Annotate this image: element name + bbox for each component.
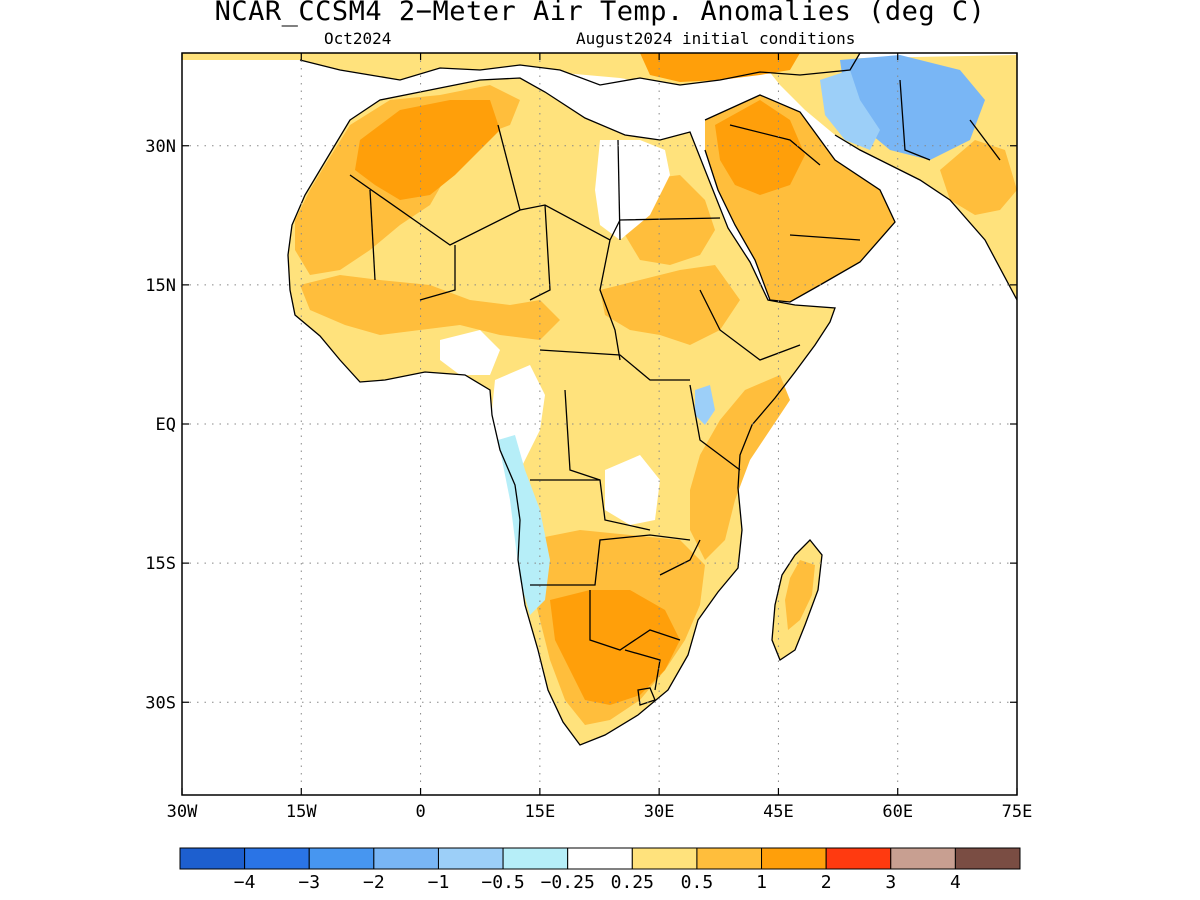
colorbar-label: 4: [950, 872, 961, 893]
anomaly-iran-orange: [940, 140, 1017, 215]
colorbar-label: −2: [363, 872, 385, 893]
border-line: [624, 649, 661, 691]
lat-tick-label: 15N: [145, 276, 176, 296]
border-line: [689, 384, 741, 471]
lon-tick-label: 30E: [644, 802, 675, 822]
initial-conditions-label: August2024 initial conditions: [576, 29, 856, 48]
border-line: [589, 590, 681, 651]
border-line: [419, 245, 456, 301]
colorbar-swatch: [244, 847, 310, 870]
border-line: [969, 119, 1001, 161]
colorbar-swatch: [954, 847, 1021, 870]
colorbar-label: 0.5: [681, 872, 714, 893]
colorbar-swatch: [179, 847, 246, 870]
anomaly-gulf-guinea-white: [440, 330, 500, 375]
anomaly-zambia-white: [605, 455, 660, 525]
lon-tick-label: 0: [415, 802, 425, 822]
colorbar-label: −0.5: [481, 872, 524, 893]
lat-tick-label: 15S: [145, 554, 176, 574]
anomaly-shading: [295, 53, 1017, 725]
anomaly-arabia-dark-orange: [715, 100, 805, 195]
anomaly-madagascar-orange: [785, 560, 815, 630]
anomaly-sudan-orange: [600, 265, 740, 345]
colorbar-swatch: [567, 847, 633, 870]
anomaly-lake-victoria-blue: [695, 385, 715, 425]
colorbar-label: 3: [885, 872, 896, 893]
lon-tick-label: 15W: [286, 802, 317, 822]
colorbar-swatch: [437, 847, 504, 870]
border-line: [530, 534, 691, 586]
anomaly-southern-africa-dark-orange: [550, 590, 680, 705]
colorbar-swatch: [308, 847, 375, 870]
lat-tick-label: EQ: [156, 415, 176, 435]
anomaly-iraq-light-blue: [820, 70, 880, 150]
border-line: [497, 124, 521, 211]
border-line: [617, 139, 621, 241]
colorbar-label: 1: [756, 872, 767, 893]
border-line: [529, 204, 551, 301]
lat-tick-label: 30N: [145, 137, 176, 157]
lon-tick-label: 60E: [882, 802, 913, 822]
border-line: [659, 539, 701, 576]
anomaly-libya-white: [595, 140, 670, 240]
colorbar-swatch: [761, 847, 827, 870]
colorbar-label: 2: [821, 872, 832, 893]
lon-tick-label: 45E: [763, 802, 794, 822]
border-line: [369, 189, 376, 281]
lon-tick-label: 30W: [167, 802, 198, 822]
colorbar-label: −4: [234, 872, 256, 893]
colorbar-label: −0.25: [541, 872, 595, 893]
colorbar-swatch: [696, 847, 763, 870]
border-line: [899, 79, 931, 161]
coastline-europe: [299, 53, 861, 86]
border-line: [599, 239, 621, 361]
border-line: [789, 234, 861, 241]
map-title: NCAR_CCSM4 2−Meter Air Temp. Anomalies (…: [214, 0, 986, 27]
coastline-arabia: [704, 94, 896, 303]
colorbar: −4 −3 −2 −1 −0.5 −0.25 0.25 0.5 1 2 3 4: [179, 847, 1021, 893]
lat-tick-label: 30S: [145, 693, 176, 713]
colorbar-label: −3: [298, 872, 320, 893]
lon-tick-label: 15E: [524, 802, 555, 822]
map-plot-area: [182, 53, 1017, 795]
cool-anomaly-shading: [440, 55, 985, 615]
lon-tick-label: 75E: [1002, 802, 1033, 822]
border-line: [539, 349, 690, 381]
country-borders: [287, 53, 1017, 746]
colorbar-swatch: [373, 847, 439, 870]
anomaly-mediterranean-white: [530, 70, 700, 135]
anomaly-sahara-dark-orange: [355, 100, 500, 200]
forecast-month-label: Oct2024: [324, 29, 392, 48]
border-line: [729, 124, 821, 166]
coastline-africa: [287, 77, 836, 746]
anomaly-east-africa-orange: [690, 375, 790, 560]
axis-ticks: 30W 15W 0 15E 30E 45E 60E 75E 30N 15N EQ 15S 30S: [145, 53, 1032, 822]
colorbar-swatch: [502, 847, 569, 870]
coastline-madagascar: [771, 539, 823, 661]
colorbar-label: −1: [428, 872, 450, 893]
colorbar-swatch: [631, 847, 698, 870]
coastline-persian-gulf: [834, 134, 1017, 301]
anomaly-angola-coast-blue: [498, 435, 550, 615]
colorbar-swatch: [890, 847, 956, 870]
anomaly-sahel-orange: [300, 275, 560, 340]
border-line: [699, 289, 801, 361]
anomaly-europe-orange: [640, 53, 800, 82]
colorbar-swatch: [825, 847, 892, 870]
border-line: [637, 687, 656, 706]
colorbar-label: 0.25: [611, 872, 654, 893]
